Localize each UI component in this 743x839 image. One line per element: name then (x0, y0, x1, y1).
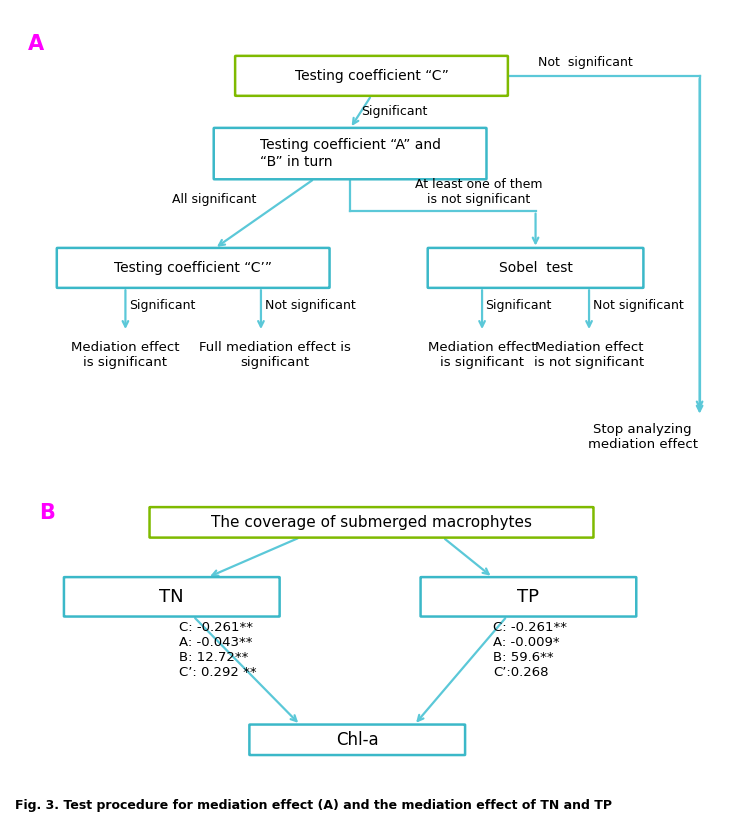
Text: Significant: Significant (486, 299, 552, 311)
Text: Testing coefficient “A” and
“B” in turn: Testing coefficient “A” and “B” in turn (259, 138, 441, 169)
Text: Not significant: Not significant (593, 299, 684, 311)
Text: Fig. 3. Test procedure for mediation effect (A) and the mediation effect of TN a: Fig. 3. Test procedure for mediation eff… (15, 799, 611, 811)
Text: TN: TN (160, 588, 184, 606)
Text: At least one of them
is not significant: At least one of them is not significant (415, 179, 542, 206)
Text: Significant: Significant (361, 106, 427, 118)
Text: Stop analyzing
mediation effect: Stop analyzing mediation effect (588, 424, 698, 451)
Text: All significant: All significant (172, 193, 257, 206)
Text: Testing coefficient “C’”: Testing coefficient “C’” (114, 261, 272, 275)
Text: TP: TP (517, 588, 539, 606)
Text: Not  significant: Not significant (538, 56, 633, 69)
Text: Chl-a: Chl-a (336, 731, 378, 748)
Text: Sobel  test: Sobel test (499, 261, 573, 275)
Text: C: -0.261**
A: -0.043**
B: 12.72**
C’: 0.292 **: C: -0.261** A: -0.043** B: 12.72** C’: 0… (179, 621, 256, 679)
FancyBboxPatch shape (149, 507, 594, 538)
Text: Significant: Significant (129, 299, 195, 311)
Text: Mediation effect
is significant: Mediation effect is significant (71, 341, 180, 369)
Text: The coverage of submerged macrophytes: The coverage of submerged macrophytes (211, 515, 532, 530)
Text: Testing coefficient “C”: Testing coefficient “C” (294, 69, 449, 83)
Text: A: A (28, 34, 45, 54)
FancyBboxPatch shape (428, 248, 643, 288)
FancyBboxPatch shape (13, 486, 730, 785)
FancyBboxPatch shape (64, 577, 279, 617)
Text: Full mediation effect is
significant: Full mediation effect is significant (199, 341, 351, 369)
FancyBboxPatch shape (250, 725, 465, 755)
FancyBboxPatch shape (235, 56, 508, 96)
Text: Not significant: Not significant (265, 299, 355, 311)
FancyBboxPatch shape (214, 128, 487, 180)
Text: B: B (39, 503, 55, 524)
Text: Mediation effect
is significant: Mediation effect is significant (428, 341, 536, 369)
FancyBboxPatch shape (13, 19, 730, 480)
Text: C: -0.261**
A: -0.009*
B: 59.6**
C’:0.268: C: -0.261** A: -0.009* B: 59.6** C’:0.26… (493, 621, 567, 679)
Text: Mediation effect
is not significant: Mediation effect is not significant (534, 341, 644, 369)
FancyBboxPatch shape (56, 248, 330, 288)
FancyBboxPatch shape (421, 577, 636, 617)
